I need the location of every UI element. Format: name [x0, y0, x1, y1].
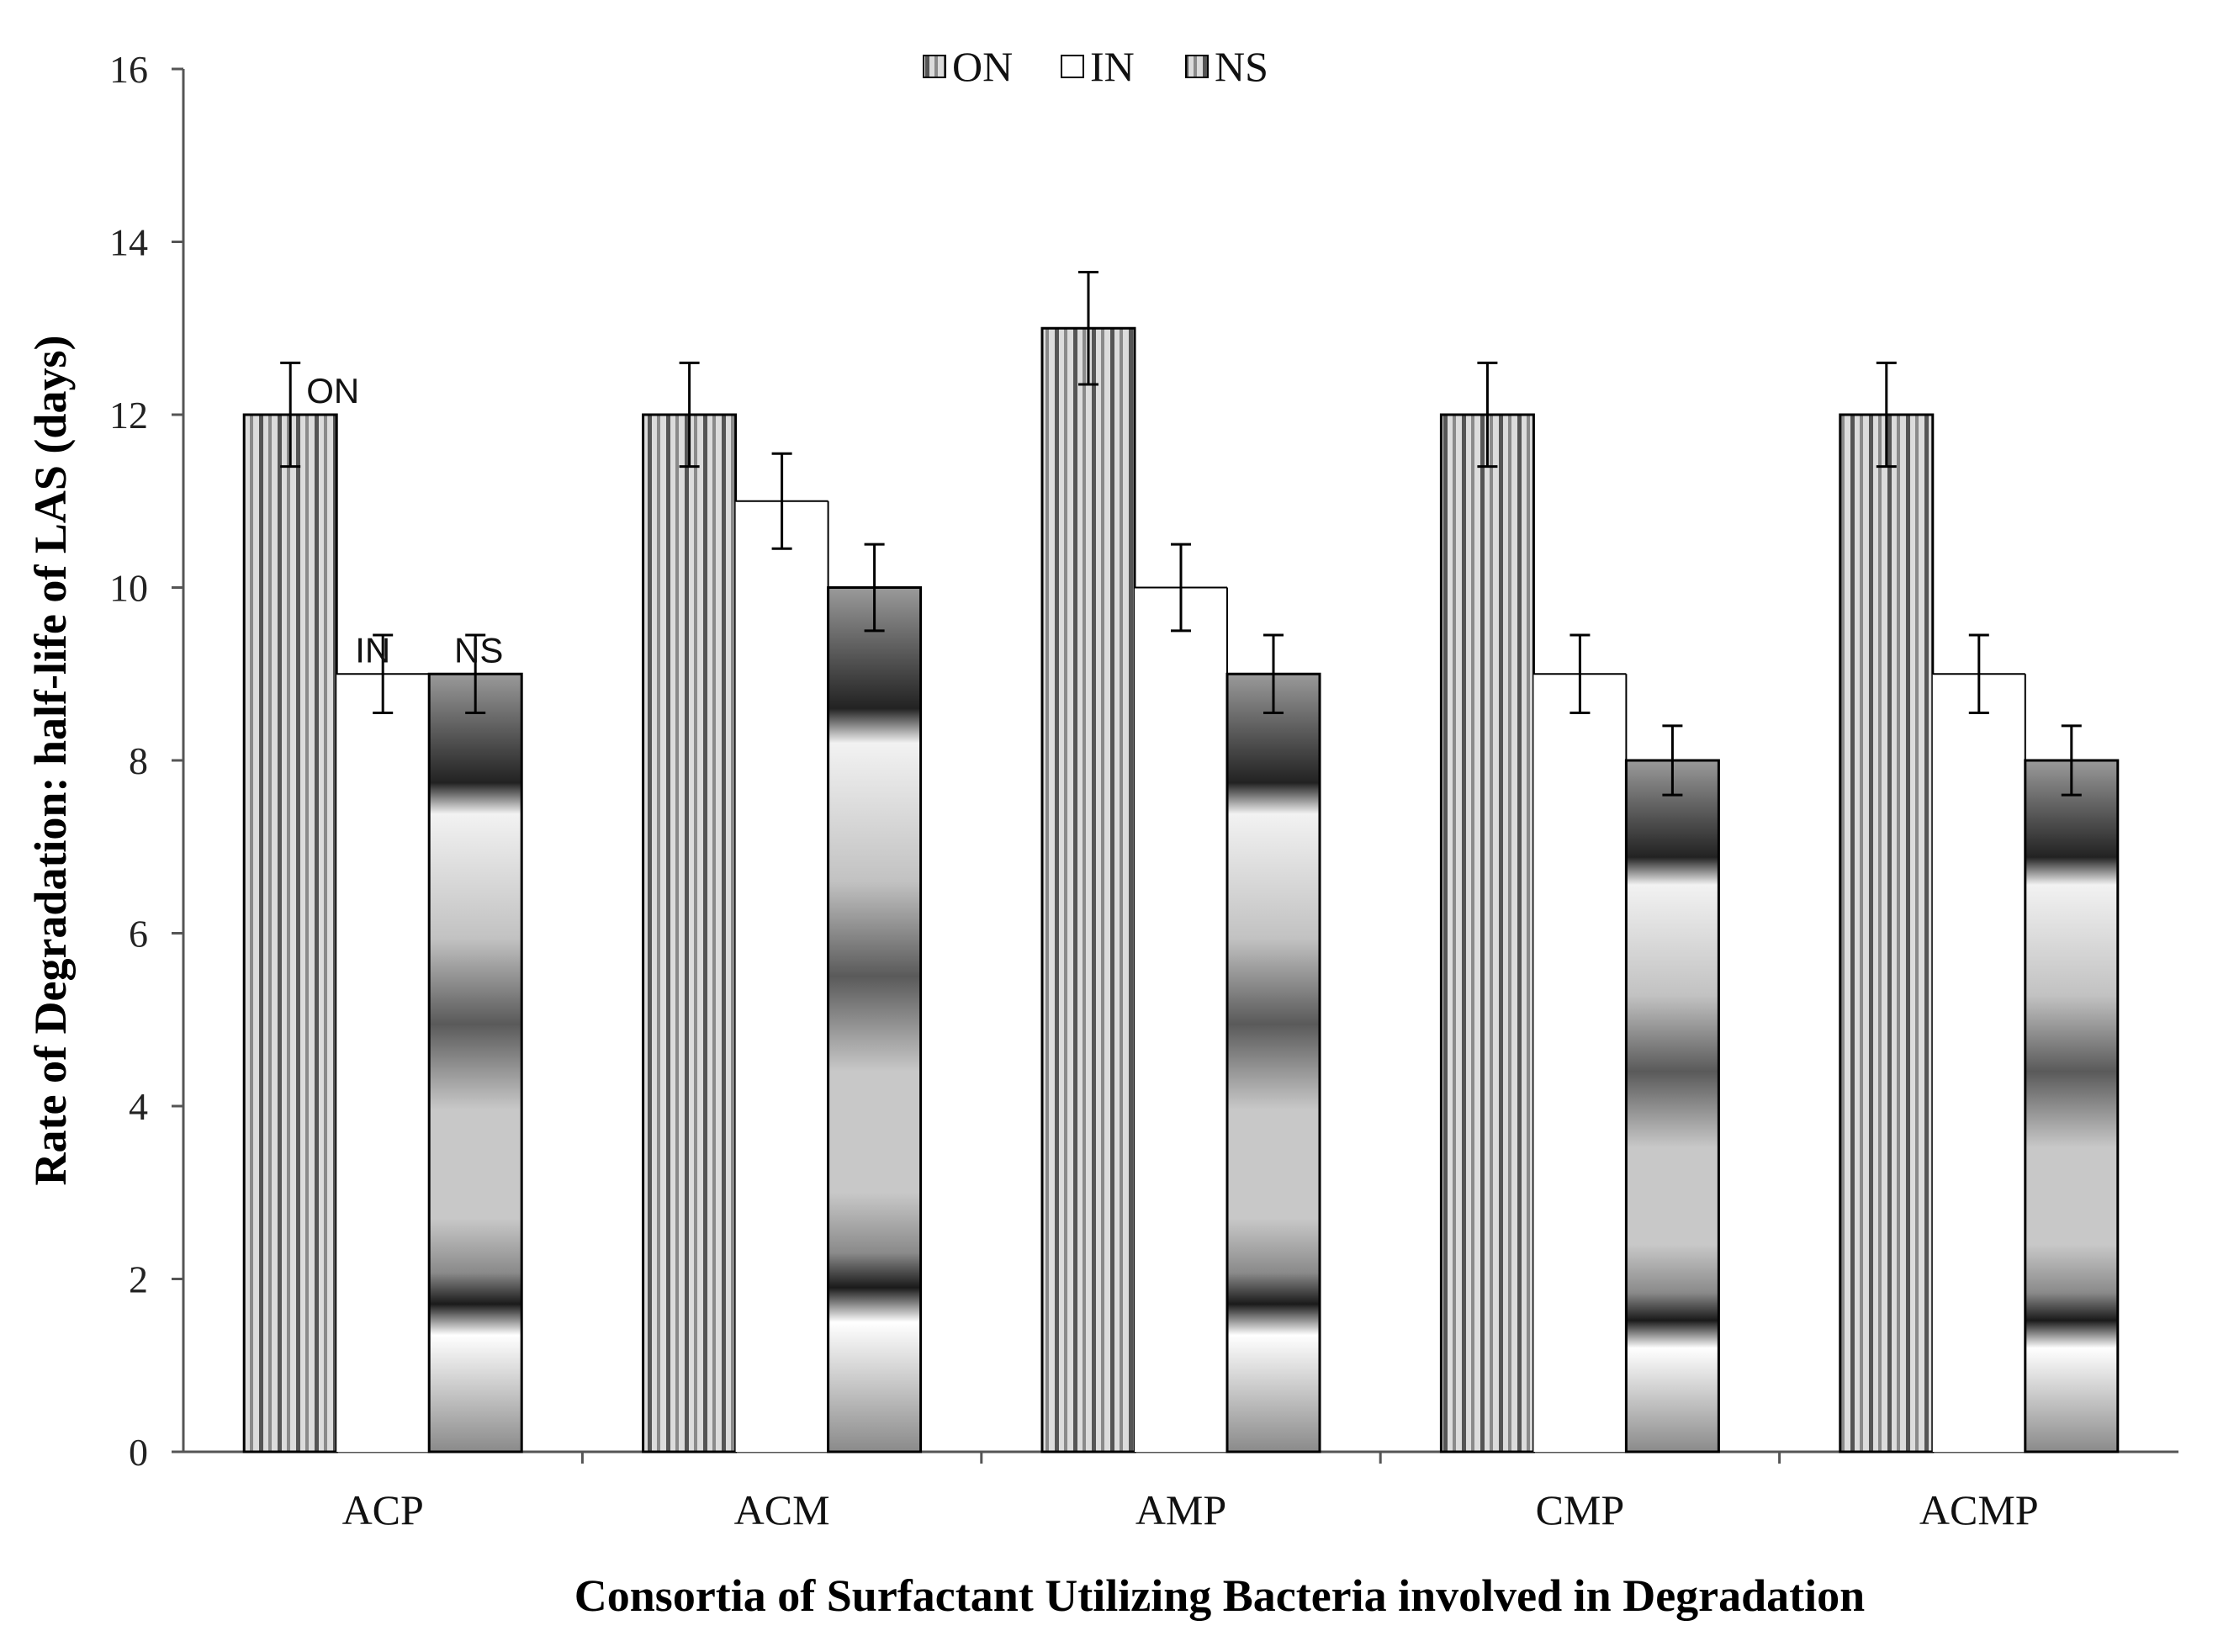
y-tick-label-6: 12 [109, 394, 148, 437]
bar-ns-acm [827, 586, 923, 1453]
y-tick-label-5: 10 [109, 567, 148, 610]
annotation-ns: NS [454, 630, 503, 670]
x-tick-label-cmp: CMP [1536, 1486, 1625, 1533]
error-bars-layer [280, 270, 2082, 797]
legend-swatch-on [923, 55, 946, 78]
legend-label-on: ON [952, 43, 1013, 90]
bar-ns-acmp [2024, 759, 2120, 1453]
legend-swatch-in [1061, 55, 1084, 78]
bar-on-cmp [1439, 413, 1535, 1453]
y-tick-label-7: 14 [109, 221, 148, 264]
x-tick-label-acp: ACP [342, 1486, 424, 1533]
bars-layer [242, 326, 2120, 1453]
x-tick-label-acmp: ACMP [1919, 1486, 2039, 1533]
bar-in-acm [735, 500, 828, 1452]
y-tick-label-4: 8 [129, 739, 148, 782]
bar-on-acp [242, 413, 338, 1453]
bar-in-acp [336, 674, 430, 1452]
legend-swatch-ns [1185, 55, 1209, 78]
y-tick-label-3: 6 [129, 913, 148, 956]
bar-ns-amp [1225, 672, 1321, 1453]
legend: ON IN NS [923, 43, 1268, 90]
bar-on-acmp [1839, 413, 1935, 1453]
bar-ns-cmp [1624, 759, 1720, 1453]
x-axis-ticks: ACP ACM AMP CMP ACMP [342, 1452, 2039, 1533]
legend-label-ns: NS [1215, 43, 1268, 90]
legend-label-in: IN [1090, 43, 1135, 90]
annotation-on: ON [306, 371, 359, 410]
x-tick-label-amp: AMP [1135, 1486, 1226, 1533]
y-tick-label-8: 16 [109, 48, 148, 91]
bar-on-acm [642, 413, 738, 1453]
bar-in-acmp [1932, 674, 2025, 1452]
y-axis-ticks: 0 2 4 6 8 10 12 14 16 [109, 48, 183, 1474]
x-tick-label-acm: ACM [734, 1486, 830, 1533]
annotation-in: IN [355, 630, 390, 670]
bar-ns-acp [427, 672, 523, 1453]
bar-on-amp [1040, 326, 1136, 1453]
bar-in-amp [1135, 587, 1227, 1452]
bar-annotations: ON IN NS [306, 371, 503, 670]
y-axis-title: Rate of Degradation: half-life of LAS (d… [25, 336, 76, 1186]
y-tick-label-0: 0 [129, 1431, 148, 1474]
x-axis-title: Consortia of Surfactant Utilizing Bacter… [574, 1570, 1865, 1621]
y-tick-label-1: 2 [129, 1258, 148, 1301]
bar-in-cmp [1533, 674, 1627, 1452]
y-tick-label-2: 4 [129, 1085, 148, 1128]
